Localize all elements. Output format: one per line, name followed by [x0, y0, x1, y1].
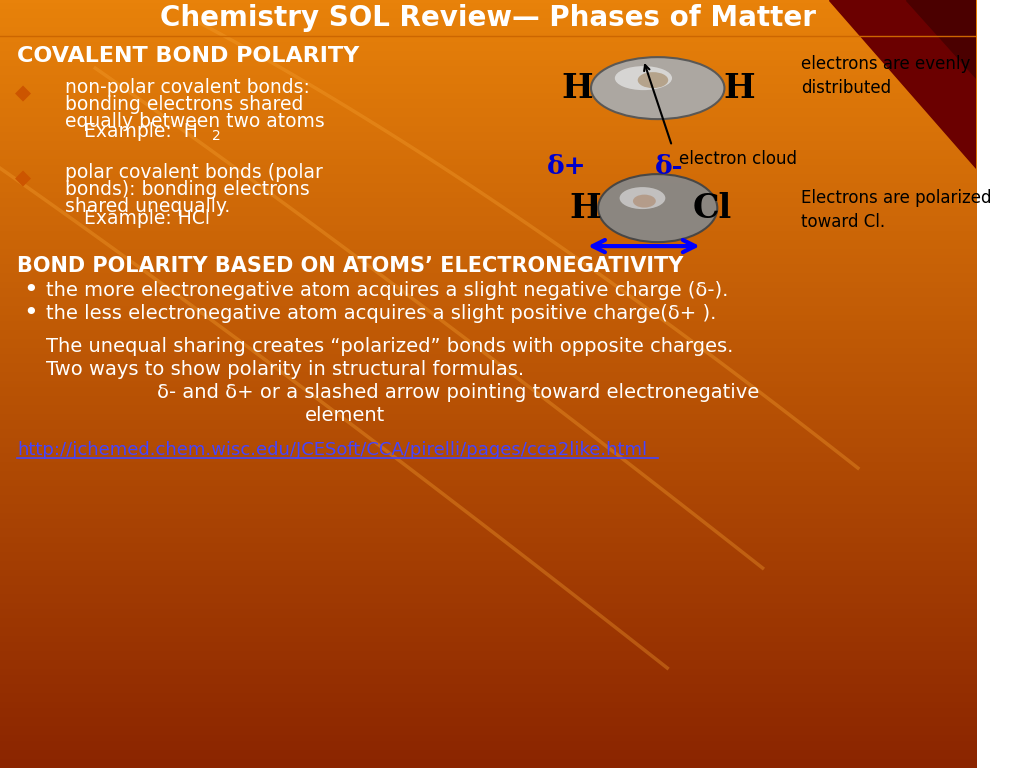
Text: electron cloud: electron cloud — [679, 150, 797, 168]
Text: element: element — [305, 406, 385, 425]
Text: non-polar covalent bonds:: non-polar covalent bonds: — [65, 78, 309, 97]
Text: H: H — [561, 71, 593, 104]
Text: bonding electrons shared: bonding electrons shared — [65, 95, 303, 114]
Ellipse shape — [633, 194, 655, 207]
Ellipse shape — [598, 174, 717, 242]
Text: Chemistry SOL Review— Phases of Matter: Chemistry SOL Review— Phases of Matter — [160, 4, 816, 32]
Text: shared unequally.: shared unequally. — [65, 197, 230, 216]
Text: •: • — [24, 278, 38, 302]
Text: the more electronegative atom acquires a slight negative charge (δ-).: the more electronegative atom acquires a… — [46, 280, 728, 300]
Polygon shape — [829, 0, 976, 168]
Text: The unequal sharing creates “polarized” bonds with opposite charges.: The unequal sharing creates “polarized” … — [46, 336, 733, 356]
Text: ◆: ◆ — [15, 83, 31, 103]
Text: H: H — [569, 191, 601, 224]
Text: ◆: ◆ — [15, 168, 31, 188]
Ellipse shape — [591, 57, 724, 119]
Text: COVALENT BOND POLARITY: COVALENT BOND POLARITY — [17, 46, 359, 66]
Text: δ-: δ- — [655, 154, 683, 179]
Text: Example:  H: Example: H — [84, 121, 198, 141]
Text: http://jchemed.chem.wisc.edu/JCESoft/CCA/pirelli/pages/cca2like.html: http://jchemed.chem.wisc.edu/JCESoft/CCA… — [17, 441, 647, 459]
Text: H: H — [723, 71, 755, 104]
Text: Two ways to show polarity in structural formulas.: Two ways to show polarity in structural … — [46, 359, 524, 379]
Text: δ+: δ+ — [547, 154, 586, 179]
Text: BOND POLARITY BASED ON ATOMS’ ELECTRONEGATIVITY: BOND POLARITY BASED ON ATOMS’ ELECTRONEG… — [17, 256, 684, 276]
Ellipse shape — [614, 66, 672, 90]
Text: the less electronegative atom acquires a slight positive charge(δ+ ).: the less electronegative atom acquires a… — [46, 303, 716, 323]
Text: Example: HCl: Example: HCl — [84, 209, 210, 227]
Text: electrons are evenly
distributed: electrons are evenly distributed — [801, 55, 970, 97]
Text: δ- and δ+ or a slashed arrow pointing toward electronegative: δ- and δ+ or a slashed arrow pointing to… — [158, 382, 760, 402]
Text: Electrons are polarized
toward Cl.: Electrons are polarized toward Cl. — [801, 189, 991, 231]
Polygon shape — [905, 0, 976, 78]
Ellipse shape — [620, 187, 666, 209]
Ellipse shape — [638, 72, 669, 88]
Text: polar covalent bonds (polar: polar covalent bonds (polar — [65, 163, 323, 182]
Text: Cl: Cl — [692, 191, 732, 224]
Text: equally between two atoms: equally between two atoms — [65, 112, 325, 131]
Text: bonds): bonding electrons: bonds): bonding electrons — [65, 180, 309, 199]
Text: 2: 2 — [212, 129, 220, 143]
Text: •: • — [24, 301, 38, 325]
